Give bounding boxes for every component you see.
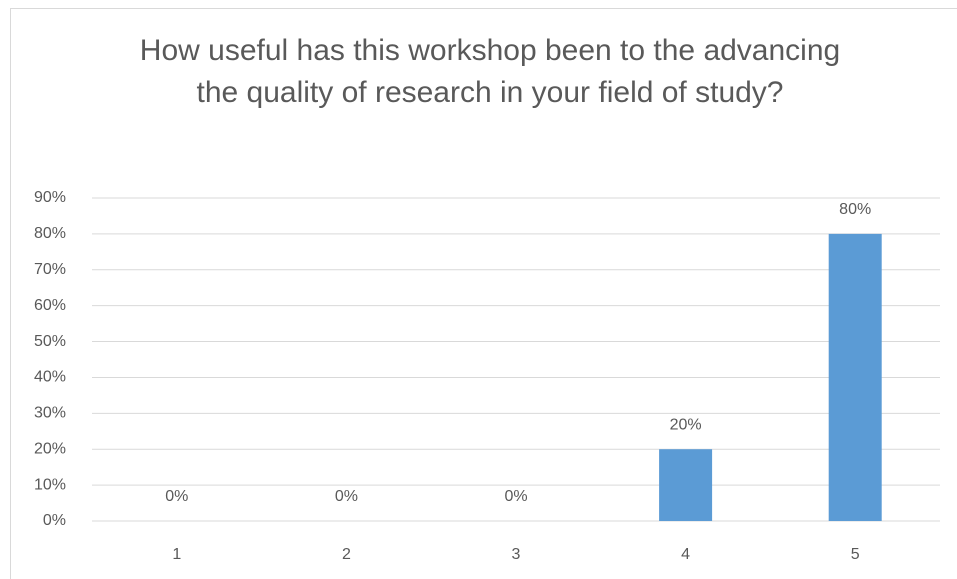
x-tick-label: 3 xyxy=(512,546,521,563)
x-tick-label: 4 xyxy=(681,546,690,563)
data-label: 0% xyxy=(335,488,358,505)
y-tick-label: 20% xyxy=(34,440,66,457)
y-tick-label: 10% xyxy=(34,476,66,493)
data-label: 80% xyxy=(839,201,871,218)
y-tick-label: 30% xyxy=(34,405,66,422)
y-tick-label: 0% xyxy=(43,512,66,529)
bar xyxy=(828,233,882,521)
y-tick-label: 90% xyxy=(34,189,66,206)
data-label: 20% xyxy=(670,416,702,433)
x-tick-label: 2 xyxy=(342,546,351,563)
bar xyxy=(659,449,713,521)
chart-title: How useful has this workshop been to the… xyxy=(139,34,841,109)
y-tick-label: 80% xyxy=(34,225,66,242)
chart-border xyxy=(10,8,957,579)
y-tick-label: 60% xyxy=(34,297,66,314)
data-label: 0% xyxy=(165,488,188,505)
data-label: 0% xyxy=(504,488,527,505)
x-tick-label: 1 xyxy=(172,546,181,563)
y-tick-label: 70% xyxy=(34,261,66,278)
y-tick-label: 50% xyxy=(34,333,66,350)
y-tick-label: 40% xyxy=(34,369,66,386)
x-tick-label: 5 xyxy=(851,546,860,563)
